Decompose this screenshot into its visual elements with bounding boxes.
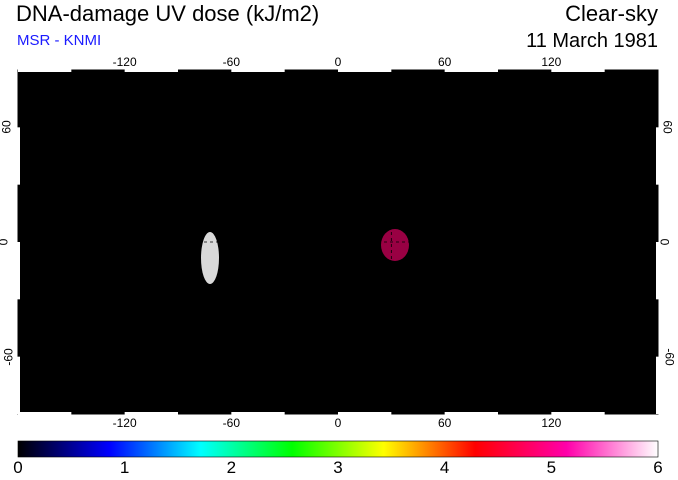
colorbar-frame <box>17 440 659 458</box>
frame-bar-vertical <box>656 242 660 300</box>
latitude-tick-left: 60 <box>0 120 14 135</box>
map-title: DNA-damage UV dose (kJ/m2) <box>16 1 320 26</box>
colorbar-tick-label: 6 <box>653 458 663 477</box>
coastline-asia <box>399 121 641 223</box>
coastlines <box>68 97 649 347</box>
date-label: 11 March 1981 <box>526 30 658 52</box>
coastline-south-america <box>191 221 263 347</box>
source-label: MSR - KNMI <box>17 32 102 49</box>
colorbar-tick-label: 2 <box>226 458 237 477</box>
coastline-new-zealand <box>635 319 649 341</box>
frame-bar-vertical <box>656 127 660 185</box>
longitude-tick-bottom: 60 <box>437 416 452 430</box>
colorbar <box>18 441 658 457</box>
frame-bar-horizontal <box>444 412 498 416</box>
colorbar-tick-label: 4 <box>439 458 450 477</box>
frame-bar-vertical <box>16 242 20 300</box>
frame-bar-vertical <box>16 127 20 185</box>
coastline-australia <box>539 264 606 319</box>
coastline-europe <box>317 144 431 181</box>
latitude-tick-right: 60 <box>660 120 675 135</box>
latitude-tick-right: -60 <box>662 347 677 366</box>
colorbar-tick-label: 0 <box>13 458 23 477</box>
frame-tick-bars <box>16 68 660 416</box>
colorbar-tick-label: 3 <box>333 458 343 477</box>
colorbar-tick-label: 5 <box>546 458 557 477</box>
longitude-tick-top: -120 <box>112 55 137 69</box>
latitude-tick-left: 0 <box>0 239 10 246</box>
longitude-tick-top: 120 <box>541 55 562 69</box>
andes-high-dose-area <box>201 232 219 284</box>
frame-bar-horizontal <box>338 68 392 72</box>
frame-bar-horizontal <box>124 412 178 416</box>
colorbar-tick-label: 1 <box>119 458 130 477</box>
frame-bar-horizontal <box>18 412 72 416</box>
frame-bar-vertical <box>656 356 660 414</box>
longitude-tick-bottom: -120 <box>112 416 137 430</box>
coastline-madagascar <box>419 267 429 293</box>
frame-bar-horizontal <box>231 412 285 416</box>
coastline-greenland <box>239 97 291 136</box>
frame-bar-horizontal <box>551 68 605 72</box>
frame-bar-horizontal <box>18 68 72 72</box>
longitude-tick-bottom: 0 <box>334 416 342 430</box>
coastline-north-america <box>68 137 197 221</box>
east-africa-high-dose-area <box>381 229 409 261</box>
longitude-tick-top: 60 <box>437 55 452 69</box>
frame-bar-horizontal <box>551 412 605 416</box>
frame-bar-horizontal <box>124 68 178 72</box>
graticule <box>18 70 658 414</box>
longitude-tick-bottom: 120 <box>541 416 562 430</box>
frame-bar-vertical <box>16 356 20 414</box>
longitude-tick-top: 0 <box>334 55 342 69</box>
frame-bar-horizontal <box>338 412 392 416</box>
frame-bar-horizontal <box>231 68 285 72</box>
coastline-india <box>477 204 501 241</box>
frame-bar-horizontal <box>444 68 498 72</box>
longitude-tick-top: -60 <box>222 55 240 69</box>
sky-condition-label: Clear-sky <box>565 1 658 26</box>
latitude-tick-left: -60 <box>1 347 16 366</box>
longitude-tick-bottom: -60 <box>222 416 240 430</box>
latitude-tick-right: 0 <box>657 238 672 246</box>
